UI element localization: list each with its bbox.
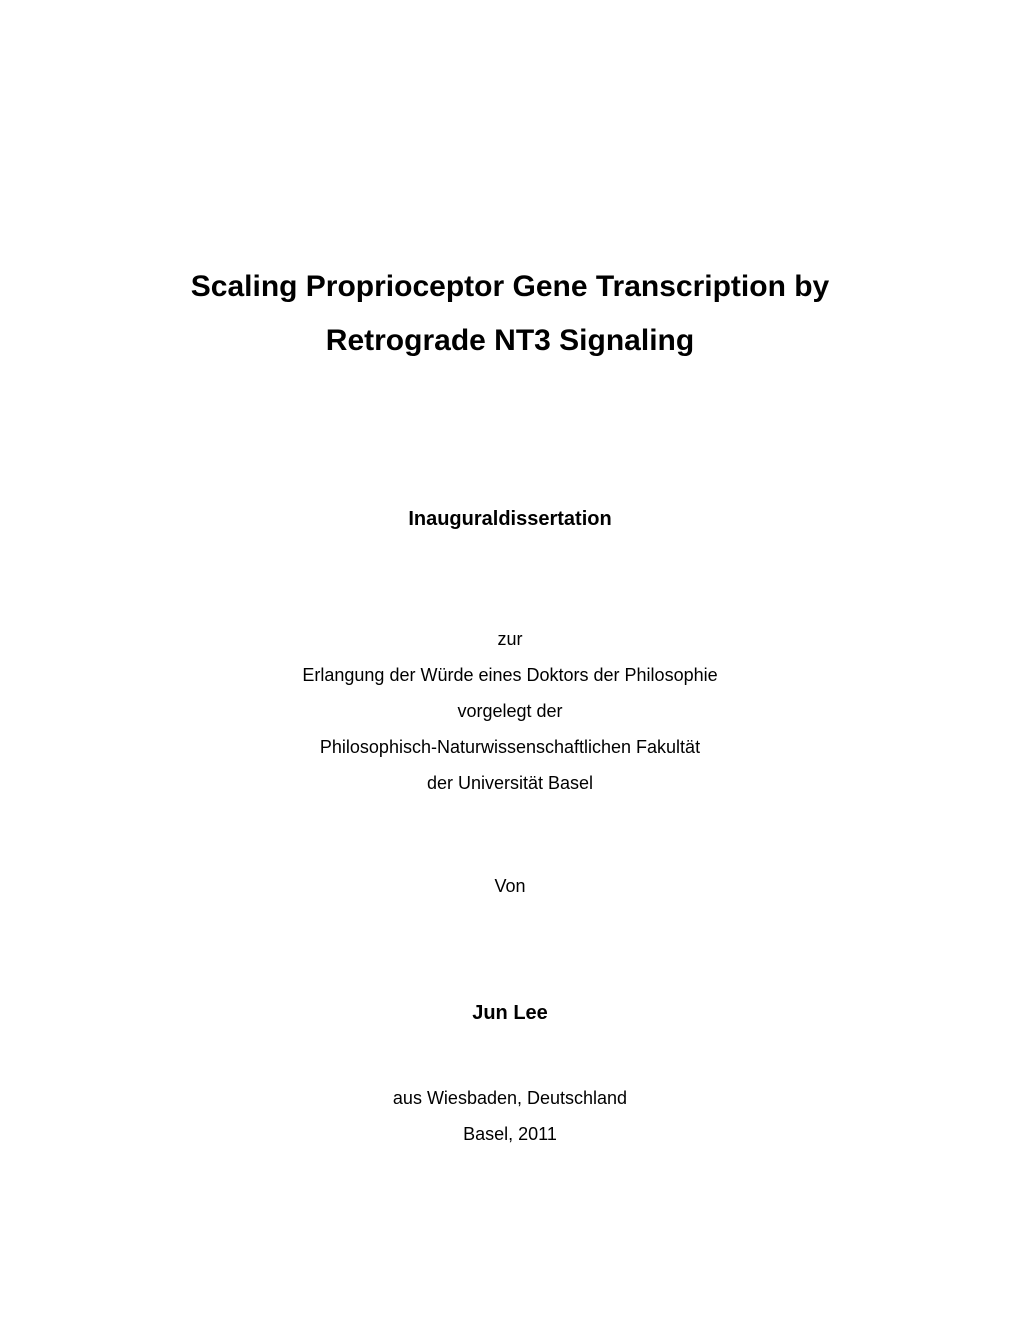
origin-line-1: aus Wiesbaden, Deutschland (393, 1080, 627, 1116)
title-line-1: Scaling Proprioceptor Gene Transcription… (191, 260, 829, 314)
body-line-4: Philosophisch-Naturwissenschaftlichen Fa… (302, 729, 717, 765)
von-label: Von (494, 876, 525, 897)
dissertation-title: Scaling Proprioceptor Gene Transcription… (191, 260, 829, 368)
degree-description: zur Erlangung der Würde eines Doktors de… (302, 621, 717, 801)
body-line-1: zur (302, 621, 717, 657)
author-origin: aus Wiesbaden, Deutschland Basel, 2011 (393, 1080, 627, 1152)
body-line-2: Erlangung der Würde eines Doktors der Ph… (302, 657, 717, 693)
title-line-2: Retrograde NT3 Signaling (191, 314, 829, 368)
body-line-3: vorgelegt der (302, 693, 717, 729)
body-line-5: der Universität Basel (302, 765, 717, 801)
document-type: Inauguraldissertation (408, 508, 611, 531)
author-name: Jun Lee (472, 1002, 548, 1025)
origin-line-2: Basel, 2011 (393, 1116, 627, 1152)
